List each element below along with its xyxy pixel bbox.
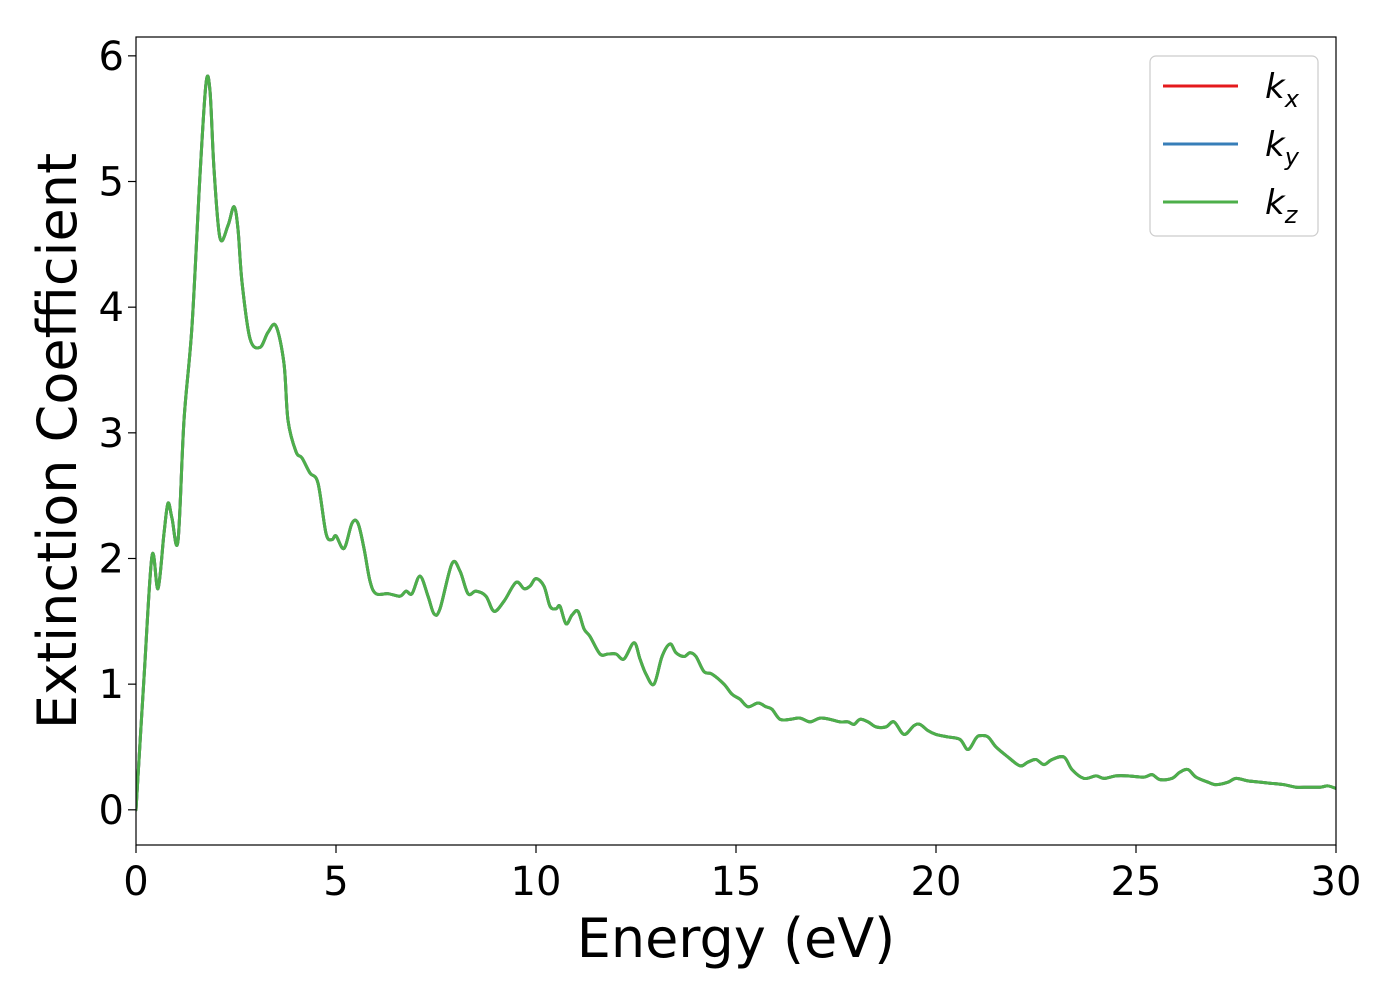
y-tick-label: 1 bbox=[99, 662, 124, 708]
x-axis-ticks: 0 5 10 15 20 25 30 bbox=[123, 845, 1361, 905]
series-layer bbox=[136, 74, 1336, 812]
x-tick-label: 0 bbox=[123, 859, 148, 905]
legend-entries: kx ky kz bbox=[1163, 67, 1300, 229]
legend: kx ky kz bbox=[1149, 55, 1319, 237]
x-tick-label: 5 bbox=[323, 859, 348, 905]
x-axis-title: Energy (eV) bbox=[577, 907, 896, 970]
y-tick-label: 4 bbox=[99, 285, 124, 331]
x-tick-label: 10 bbox=[511, 859, 562, 905]
y-tick-label: 6 bbox=[99, 34, 124, 80]
legend-box bbox=[1149, 55, 1319, 237]
series-line-k-z bbox=[136, 74, 1336, 812]
legend-label-k-x: kx bbox=[1265, 67, 1300, 113]
legend-label-k-z: kz bbox=[1265, 183, 1299, 229]
y-tick-label: 0 bbox=[99, 788, 124, 834]
y-tick-label: 2 bbox=[99, 536, 124, 582]
y-axis-ticks: 0 1 2 3 4 5 6 bbox=[99, 34, 136, 834]
y-tick-label: 3 bbox=[99, 411, 124, 457]
legend-label-k-y: ky bbox=[1265, 125, 1300, 171]
x-tick-label: 25 bbox=[1111, 859, 1162, 905]
y-axis-title: Extinction Coefficient bbox=[26, 153, 89, 729]
x-tick-label: 20 bbox=[911, 859, 962, 905]
y-tick-label: 5 bbox=[99, 160, 124, 206]
x-tick-label: 15 bbox=[711, 859, 762, 905]
x-tick-label: 30 bbox=[1311, 859, 1362, 905]
